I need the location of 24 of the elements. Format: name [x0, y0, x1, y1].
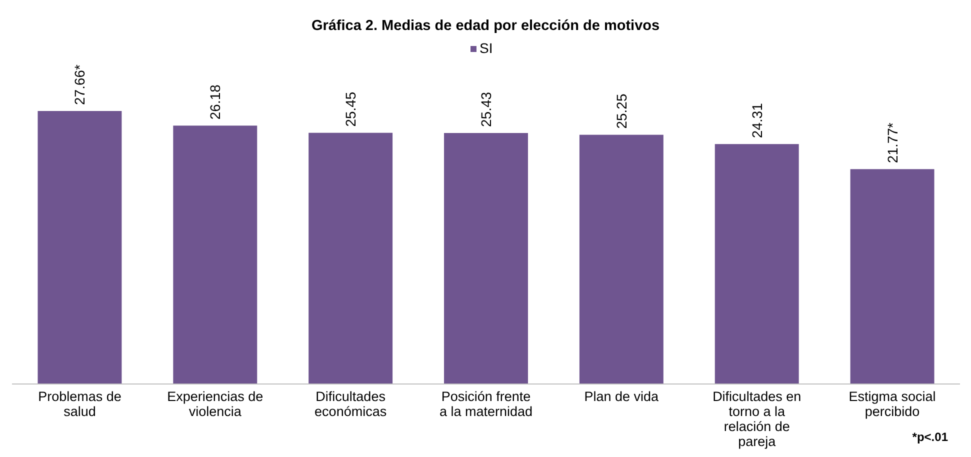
data-label: 24.31 [748, 102, 765, 138]
bar [38, 111, 122, 384]
data-label: 25.25 [613, 94, 630, 129]
bar [714, 144, 799, 384]
data-label: 21.77* [884, 122, 900, 164]
bar [579, 134, 664, 384]
x-tick-label: Posición frente a la maternidad [439, 389, 533, 419]
x-tick-label: Plan de vida [584, 389, 660, 404]
data-label: 27.66* [72, 64, 88, 105]
data-label: 25.45 [342, 92, 359, 127]
bar [444, 133, 528, 384]
chart-title: Gráfica 2. Medias de edad por elección de motivos [311, 18, 660, 34]
legend-label: SI [480, 40, 493, 56]
bar [308, 132, 393, 384]
bar [173, 126, 258, 384]
text: *p<.01 [912, 430, 948, 444]
x-tick-label: Experiencias de violencia [167, 389, 264, 419]
data-label: 25.43 [478, 92, 494, 128]
x-tick-label: Estigma social percibido [848, 389, 936, 419]
x-tick-label: Problemas de salud [38, 389, 122, 419]
bar [850, 169, 934, 384]
x-tick-label: Dificultades económicas [314, 389, 387, 419]
x-tick-label: Dificultades en torno a la relación de pareja [712, 389, 802, 449]
data-label: 26.18 [207, 84, 224, 120]
